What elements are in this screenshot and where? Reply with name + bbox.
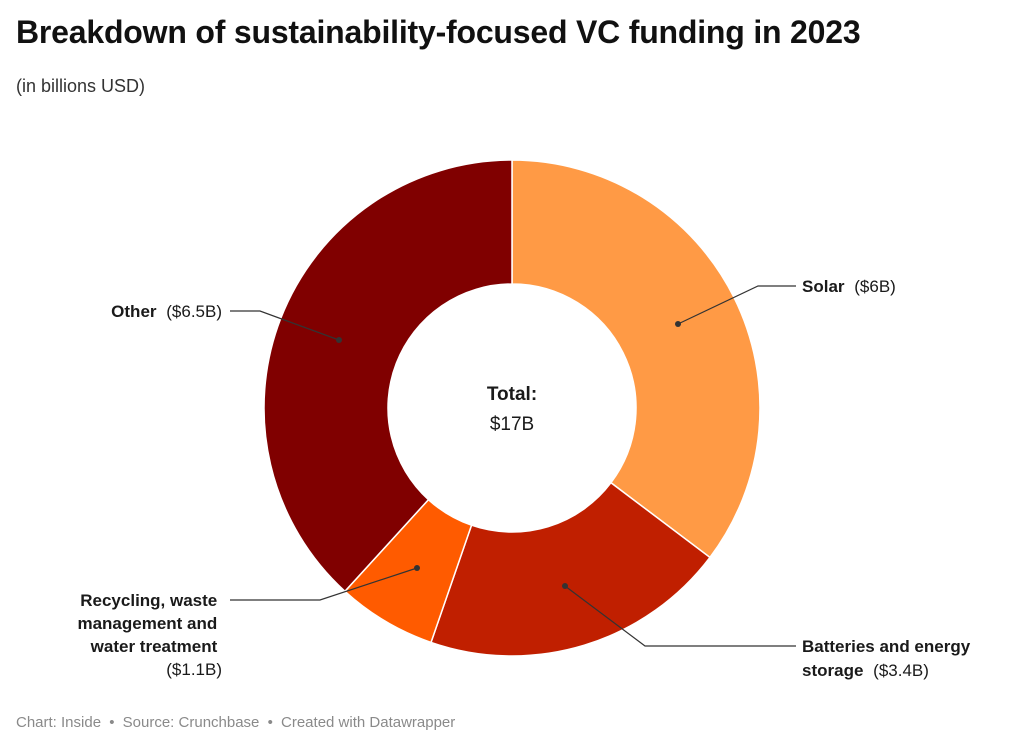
footer-source: Source: Crunchbase (122, 714, 260, 731)
label-text-other: Other ($6.5B) (111, 302, 222, 321)
label-text-solar: Solar ($6B) (802, 277, 896, 296)
leader-line-other (230, 310, 340, 341)
footer-separator: • (109, 714, 115, 731)
label-value-solar: ($6B) (854, 277, 896, 296)
center-label: Total: (487, 384, 537, 405)
donut-slices (263, 159, 761, 657)
chart-footer: Chart: Inside • Source: Crunchbase • Cre… (16, 714, 455, 731)
label-recycling: Recycling, waste management and water tr… (77, 565, 420, 679)
label-solar: Solar ($6B) (675, 277, 896, 327)
leader-dot-other (336, 337, 342, 343)
leader-line-recycling (230, 567, 418, 601)
footer-chart-credit: Chart: Inside (16, 714, 102, 731)
center-value: $17B (490, 414, 534, 435)
label-name-batteries-line1: Batteries and energy (802, 637, 971, 656)
label-name-solar: Solar (802, 277, 845, 296)
footer-separator: • (267, 714, 273, 731)
leader-dot-solar (675, 321, 681, 327)
leader-line-batteries (564, 585, 796, 647)
chart-subtitle: (in billions USD) (16, 76, 146, 96)
label-text-recycling: Recycling, waste management and water tr… (77, 591, 222, 679)
label-name-other: Other (111, 302, 157, 321)
leader-dot-recycling (414, 565, 420, 571)
label-value-other: ($6.5B) (166, 302, 222, 321)
label-name-recycling-line3: water treatment (90, 637, 218, 656)
leader-dot-batteries (562, 583, 568, 589)
chart-title: Breakdown of sustainability-focused VC f… (16, 14, 861, 50)
label-text-batteries: Batteries and energy storage ($3.4B) (802, 637, 975, 680)
slice-other (263, 159, 513, 593)
label-name-recycling-line2: management and (77, 614, 217, 633)
label-name-batteries-line2: storage (802, 661, 863, 680)
label-batteries: Batteries and energy storage ($3.4B) (562, 583, 975, 680)
label-other: Other ($6.5B) (111, 302, 342, 343)
label-value-batteries: ($3.4B) (873, 661, 929, 680)
leader-line-solar (677, 285, 796, 325)
slice-batteries (430, 481, 711, 657)
label-value-recycling: ($1.1B) (166, 660, 222, 679)
label-name-recycling-line1: Recycling, waste (80, 591, 217, 610)
slice-solar (511, 159, 761, 559)
footer-created-with: Created with Datawrapper (281, 714, 456, 731)
